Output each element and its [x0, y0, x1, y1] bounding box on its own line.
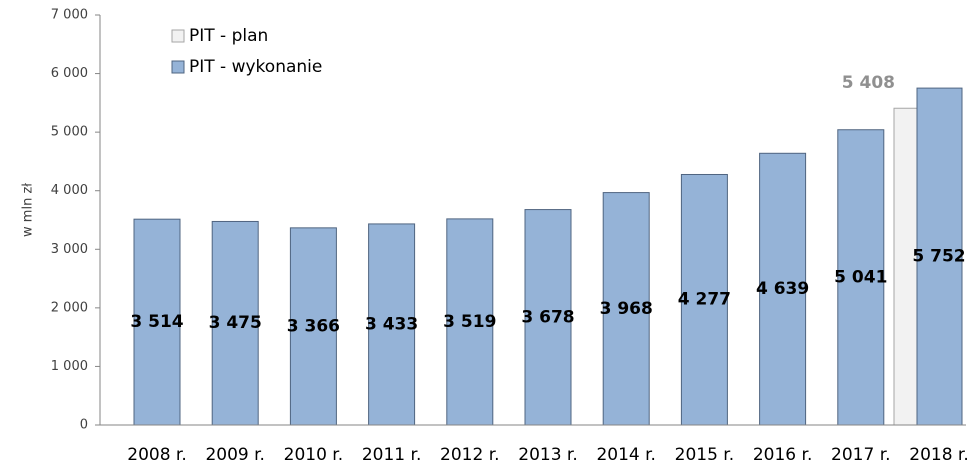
x-tick-label: 2017 r. [831, 445, 891, 465]
x-tick-label: 2013 r. [518, 445, 578, 465]
data-label: 5 752 [912, 247, 965, 267]
y-axis-title: w mln zł [21, 183, 36, 237]
data-label: 4 639 [756, 279, 809, 299]
y-tick-label: 1 000 [51, 359, 88, 374]
data-label: 3 968 [600, 299, 653, 319]
x-tick-label: 2010 r. [284, 445, 344, 465]
data-label: 3 366 [287, 316, 340, 336]
bar [133, 218, 181, 426]
data-label: 3 514 [130, 312, 183, 332]
bar [893, 107, 918, 426]
bar [916, 87, 963, 426]
x-tick-label: 2009 r. [205, 445, 265, 465]
y-tick-label: 4 000 [51, 183, 88, 198]
y-tick-label: 5 000 [51, 125, 88, 140]
data-label: 5 408 [842, 73, 895, 93]
bar [680, 173, 728, 426]
y-tick-label: 2 000 [51, 300, 88, 315]
x-tick-label: 2012 r. [440, 445, 500, 465]
x-tick-label: 2016 r. [753, 445, 813, 465]
data-label: 3 475 [209, 313, 262, 333]
x-tick-label: 2008 r. [127, 445, 187, 465]
x-tick-label: 2014 r. [596, 445, 656, 465]
y-tick-label: 0 [80, 418, 88, 433]
y-tick-label: 3 000 [51, 242, 88, 257]
legend-label: PIT - wykonanie [189, 57, 322, 77]
x-tick-label: 2018 r. [909, 445, 969, 465]
x-tick-label: 2011 r. [362, 445, 422, 465]
legend-swatch [171, 29, 185, 43]
y-tick-label: 6 000 [51, 66, 88, 81]
data-label: 4 277 [678, 290, 731, 310]
bar [524, 209, 572, 426]
legend-label: PIT - plan [189, 26, 268, 46]
x-tick-label: 2015 r. [675, 445, 735, 465]
bar [837, 129, 885, 426]
data-label: 3 519 [443, 312, 496, 332]
data-label: 3 433 [365, 314, 418, 334]
bar [602, 192, 650, 426]
y-tick-label: 7 000 [51, 8, 88, 23]
data-label: 3 678 [521, 307, 574, 327]
data-label: 5 041 [834, 267, 887, 287]
bar [759, 152, 807, 426]
legend-swatch [171, 60, 185, 74]
